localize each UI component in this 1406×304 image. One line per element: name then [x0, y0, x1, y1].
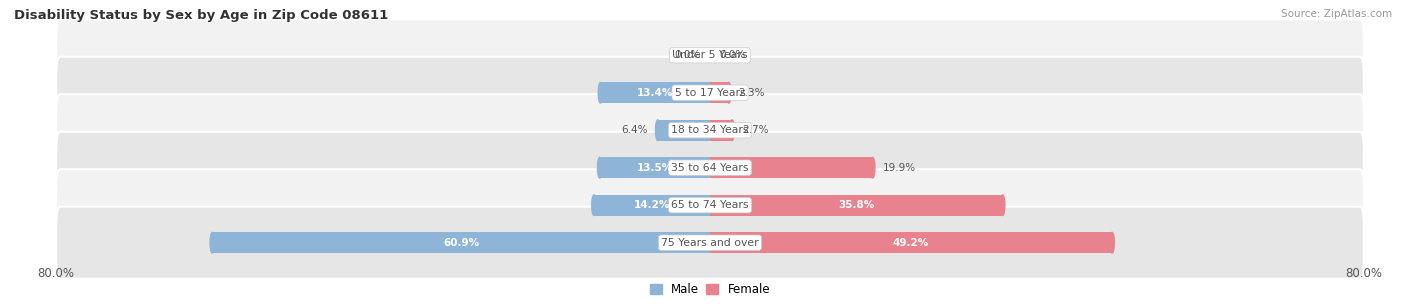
- Circle shape: [592, 195, 596, 216]
- Circle shape: [870, 157, 875, 178]
- Text: Under 5 Years: Under 5 Years: [672, 50, 748, 60]
- Bar: [658, 120, 710, 140]
- Text: 14.2%: 14.2%: [634, 200, 671, 210]
- Bar: [710, 195, 1002, 216]
- Text: 19.9%: 19.9%: [883, 163, 915, 173]
- Circle shape: [1109, 232, 1115, 253]
- Text: 2.3%: 2.3%: [738, 88, 765, 98]
- Circle shape: [655, 120, 659, 140]
- Legend: Male, Female: Male, Female: [650, 283, 770, 296]
- Circle shape: [1000, 195, 1005, 216]
- FancyBboxPatch shape: [56, 19, 1364, 91]
- Circle shape: [727, 82, 731, 103]
- Text: 65 to 74 Years: 65 to 74 Years: [671, 200, 749, 210]
- Text: 13.5%: 13.5%: [637, 163, 673, 173]
- Text: 6.4%: 6.4%: [621, 125, 648, 135]
- Bar: [600, 82, 710, 103]
- Circle shape: [599, 82, 603, 103]
- Bar: [593, 195, 710, 216]
- Text: 18 to 34 Years: 18 to 34 Years: [671, 125, 749, 135]
- Text: 0.0%: 0.0%: [720, 50, 747, 60]
- Text: 0.0%: 0.0%: [673, 50, 700, 60]
- FancyBboxPatch shape: [56, 57, 1364, 129]
- Text: 60.9%: 60.9%: [443, 238, 479, 248]
- FancyBboxPatch shape: [56, 207, 1364, 279]
- FancyBboxPatch shape: [56, 169, 1364, 241]
- Text: 35.8%: 35.8%: [838, 200, 875, 210]
- Text: 5 to 17 Years: 5 to 17 Years: [675, 88, 745, 98]
- Bar: [212, 232, 710, 253]
- Circle shape: [598, 157, 602, 178]
- FancyBboxPatch shape: [56, 132, 1364, 204]
- Bar: [710, 232, 1112, 253]
- Text: 13.4%: 13.4%: [637, 88, 673, 98]
- Text: Disability Status by Sex by Age in Zip Code 08611: Disability Status by Sex by Age in Zip C…: [14, 9, 388, 22]
- Text: 75 Years and over: 75 Years and over: [661, 238, 759, 248]
- Text: Source: ZipAtlas.com: Source: ZipAtlas.com: [1281, 9, 1392, 19]
- Text: 35 to 64 Years: 35 to 64 Years: [671, 163, 749, 173]
- Bar: [710, 120, 733, 140]
- Bar: [710, 157, 873, 178]
- Text: 49.2%: 49.2%: [893, 238, 929, 248]
- Circle shape: [209, 232, 215, 253]
- Text: 2.7%: 2.7%: [742, 125, 769, 135]
- FancyBboxPatch shape: [56, 94, 1364, 166]
- Bar: [600, 157, 710, 178]
- Bar: [710, 82, 728, 103]
- Circle shape: [730, 120, 734, 140]
